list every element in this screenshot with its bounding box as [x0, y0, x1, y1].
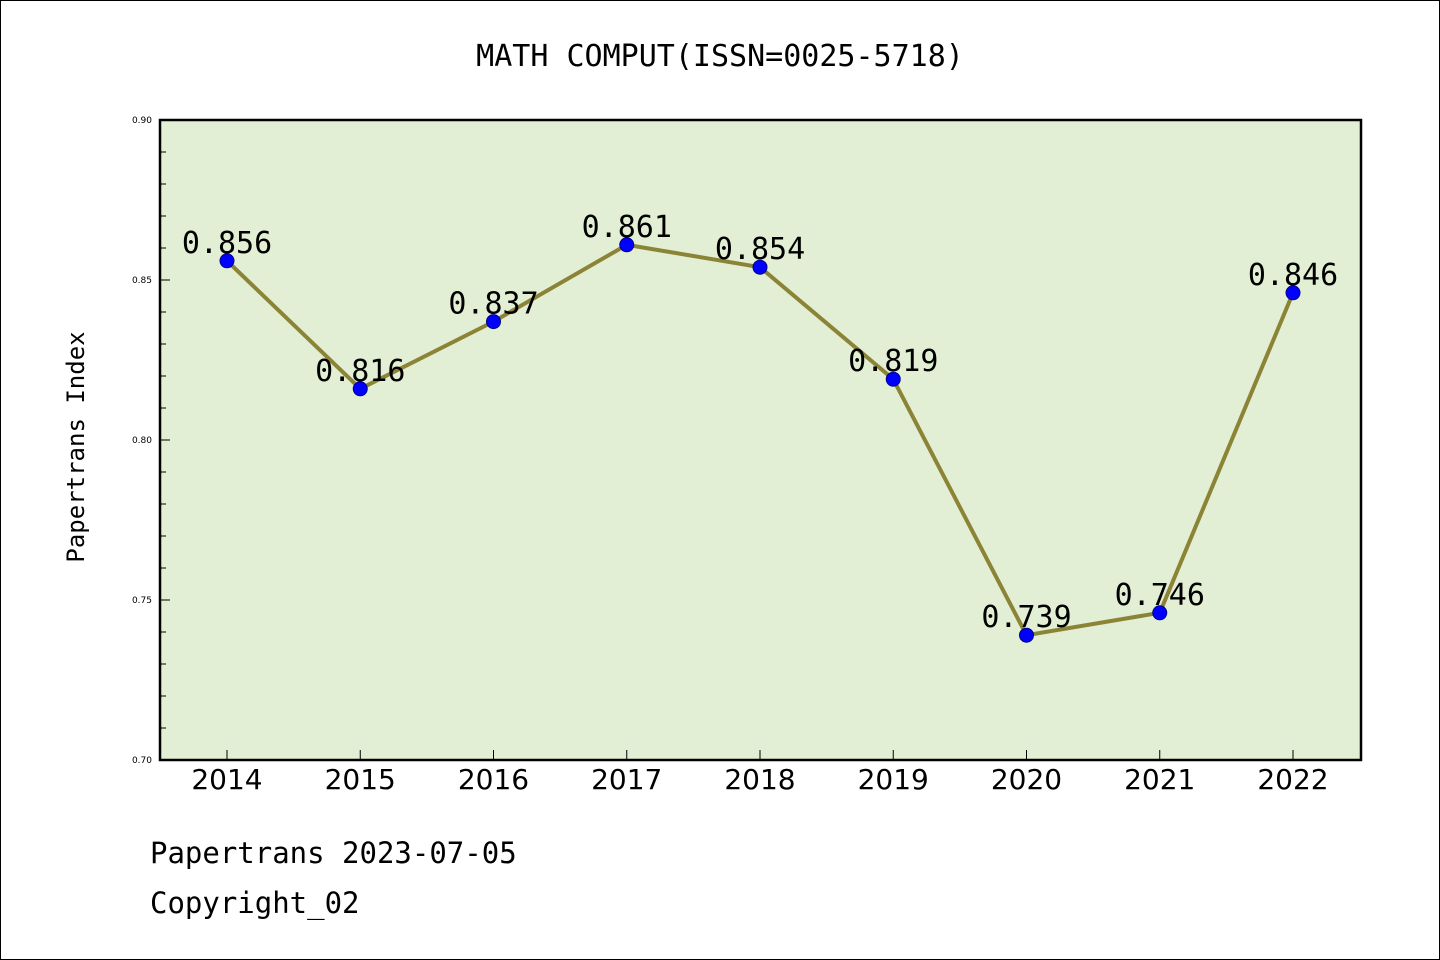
- data-point: [219, 253, 235, 269]
- data-label: 0.837: [448, 287, 538, 322]
- data-label: 0.854: [715, 232, 805, 267]
- y-tick-label: 0.75: [132, 596, 152, 606]
- data-label: 0.846: [1248, 258, 1338, 293]
- y-tick-label: 0.70: [132, 756, 152, 766]
- x-tick-label: 2019: [858, 763, 929, 796]
- data-point: [752, 259, 768, 275]
- plot-area: [158, 118, 1363, 762]
- data-point: [1019, 627, 1034, 643]
- y-axis-label: Papertrans Index: [62, 331, 90, 562]
- x-tick-label: 2014: [191, 763, 262, 796]
- data-point: [885, 371, 901, 387]
- y-tick-label: 0.80: [132, 436, 152, 446]
- x-tick-label: 2022: [1257, 763, 1328, 796]
- footer-date: Papertrans 2023-07-05: [150, 836, 517, 870]
- x-tick-label: 2021: [1124, 763, 1195, 796]
- data-label: 0.856: [182, 226, 272, 261]
- x-tick-label: 2020: [991, 763, 1062, 796]
- data-label: 0.819: [848, 344, 938, 379]
- data-label: 0.746: [1115, 578, 1205, 613]
- x-tick-label: 2018: [724, 763, 795, 796]
- data-label: 0.861: [582, 210, 672, 245]
- y-tick-label: 0.90: [132, 116, 152, 126]
- x-tick-label: 2015: [325, 763, 396, 796]
- data-markers: [219, 237, 1301, 643]
- data-label: 0.739: [981, 600, 1071, 635]
- chart-title: MATH COMPUT(ISSN=0025-5718): [476, 39, 964, 74]
- x-tick-label: 2016: [458, 763, 529, 796]
- x-axis-ticks: 2014 2015 2016 2017 2018 2019 2020 2021 2022: [191, 750, 1329, 796]
- x-tick-label: 2017: [591, 763, 662, 796]
- data-labels: 0.856 0.816 0.837 0.861 0.854 0.819 0.739 0.746…: [182, 210, 1338, 635]
- y-axis-ticks: 0.70 0.75 0.80 0.85 0.90: [132, 116, 170, 766]
- data-point: [486, 314, 501, 330]
- data-point: [1152, 605, 1168, 621]
- data-label: 0.816: [315, 354, 405, 389]
- y-tick-label: 0.85: [132, 276, 152, 286]
- data-point: [619, 237, 635, 253]
- footer-copyright: Copyright_02: [150, 886, 360, 920]
- data-point: [352, 381, 368, 397]
- data-point: [1285, 285, 1301, 301]
